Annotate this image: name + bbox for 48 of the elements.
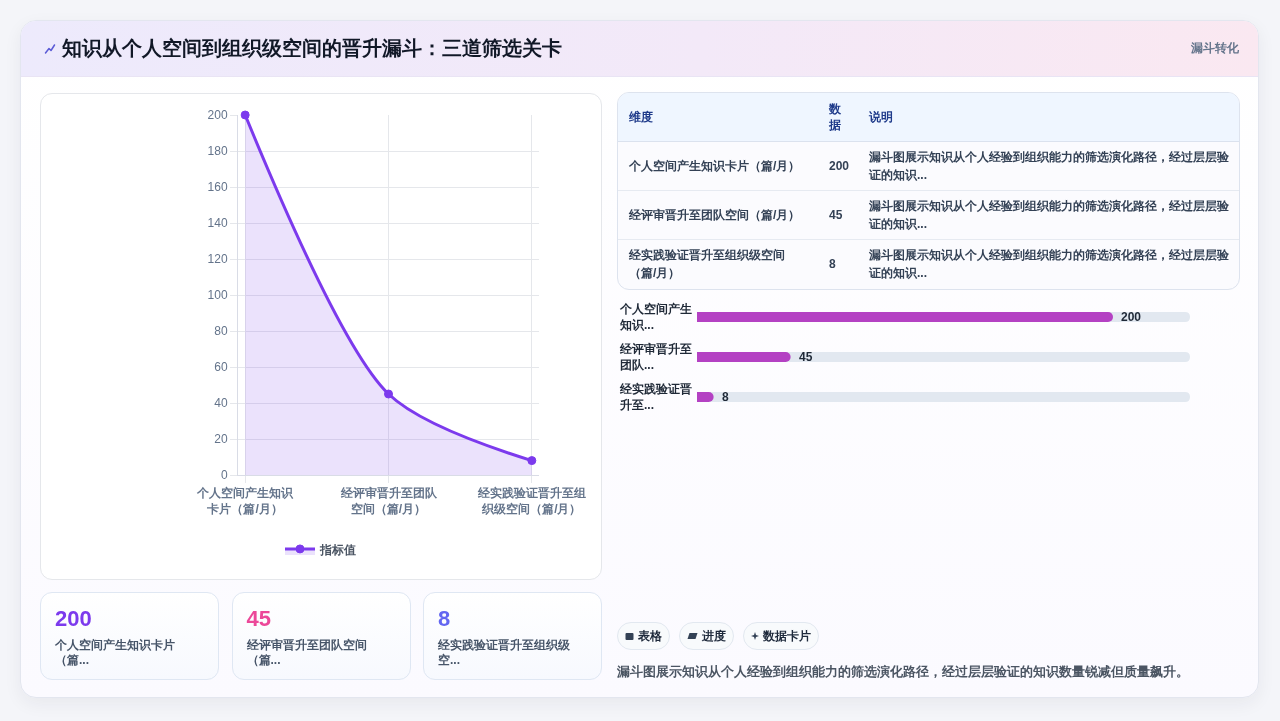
text: 说明 [858, 93, 1239, 142]
y-tick-label: 120 [207, 252, 228, 267]
text: 漏斗图展示知识从个人经验到组织能力的筛选演化路径，经过层层验证的知识... [858, 141, 1239, 191]
category-label: 经实践验证晋升至组织级空间（篇/月） [628, 247, 786, 282]
x-tick-label: 经实践验证晋升至组织级空间（篇/月） [476, 486, 586, 516]
data-label: 200 [1121, 310, 1142, 324]
data-label: 45 [799, 350, 813, 364]
legend-label: 指标值 [319, 542, 356, 557]
y-tick-label: 经评审晋升至团队... [619, 342, 692, 372]
text: 漏斗转化 [1191, 40, 1239, 57]
data-label: 200 [818, 141, 858, 191]
category-label: 经评审晋升至团队空间（篇/月） [618, 190, 818, 240]
category-label: 个人空间产生知识卡片（篇/月） [618, 141, 818, 191]
category-label: 个人空间产生知识卡片（篇... [55, 638, 176, 668]
text: 漏斗图展示知识从个人经验到组织能力的筛选演化路径，经过层层验证的知识... [858, 190, 1239, 240]
text: 进度 [702, 627, 726, 645]
y-tick-label: 80 [214, 324, 228, 339]
y-tick-label: 200 [207, 108, 228, 123]
y-tick-label: 140 [207, 216, 228, 231]
y-tick-label: 100 [207, 288, 228, 303]
text: 漏斗图展示知识从个人经验到组织能力的筛选演化路径，经过层层验证的知识... [868, 247, 1230, 282]
text: 表格 [638, 627, 662, 645]
y-tick-label: 60 [214, 360, 228, 375]
x-tick-label: 经评审晋升至团队空间（篇/月） [339, 486, 438, 516]
text: 数据 [818, 93, 858, 142]
category-label: 经评审晋升至团队空间（篇... [246, 638, 368, 668]
y-tick-label: 20 [214, 432, 228, 447]
data-label: 45 [818, 190, 858, 240]
text: 知识从个人空间到组织级空间的晋升漏斗：三道筛选关卡 [62, 36, 562, 61]
data-label: 200 [55, 605, 92, 633]
data-label: 8 [722, 390, 729, 404]
point [384, 389, 393, 399]
data-label: 45 [246, 605, 271, 633]
data-label: 8 [828, 256, 837, 273]
point [527, 456, 537, 466]
text: 维度 [618, 93, 818, 142]
point [240, 110, 250, 120]
x-tick-label: 个人空间产生知识卡片（篇/月） [196, 486, 295, 516]
text: 数据卡片 [763, 627, 811, 645]
y-tick-label: 0 [220, 468, 228, 483]
y-tick-label: 经实践验证晋升至... [619, 382, 692, 412]
category-label: 经实践验证晋升至组织级空... [438, 638, 571, 668]
y-tick-label: 180 [207, 144, 228, 159]
y-tick-label: 40 [214, 396, 228, 411]
y-tick-label: 160 [207, 180, 228, 195]
y-tick-label: 个人空间产生知识... [619, 302, 692, 332]
text: 漏斗图展示知识从个人经验到组织能力的筛选演化路径，经过层层验证的知识数量锐减但质量飙升。 [617, 663, 1189, 681]
data-label: 8 [438, 605, 451, 633]
